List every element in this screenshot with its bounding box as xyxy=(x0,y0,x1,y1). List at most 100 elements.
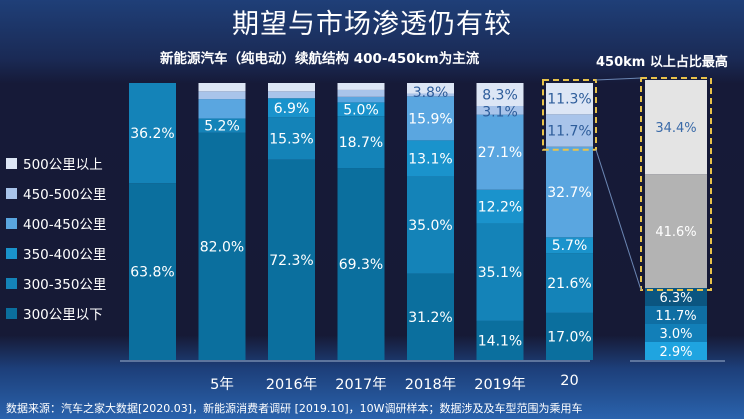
highlight-bar-segment xyxy=(645,306,707,324)
legend-item: 400-450公里 xyxy=(6,208,106,238)
chart-subtitle: 新能源汽车（纯电动）续航结构 400-450km为主流 xyxy=(160,51,480,67)
data-label: 31.2% xyxy=(408,310,452,326)
data-label: 11.3% xyxy=(547,92,591,108)
bar-segment xyxy=(407,96,454,141)
highlight-subtitle: 450km 以上占比最高 xyxy=(596,55,728,70)
highlight-bar-segment xyxy=(645,80,707,175)
x-tick-label: 2017年 xyxy=(335,377,387,393)
legend-swatch xyxy=(6,217,17,229)
bar-segment xyxy=(268,117,315,160)
legend-label: 500公里以上 xyxy=(23,157,103,173)
data-label: 69.3% xyxy=(339,257,383,273)
data-label: 14.1% xyxy=(478,333,522,349)
bar-segment xyxy=(476,83,524,107)
x-tick-label: 5年 xyxy=(210,377,234,393)
bar-segment xyxy=(546,146,593,238)
data-label: 36.2% xyxy=(130,126,174,142)
bar-segment xyxy=(337,168,385,360)
page-title: 期望与市场渗透仍有较 xyxy=(232,9,512,40)
highlight-data-label: 11.7% xyxy=(655,309,696,324)
legend-swatch xyxy=(6,307,17,319)
legend-label: 450-500公里 xyxy=(23,187,107,203)
bar-segment xyxy=(198,91,246,100)
highlight-bar-segment xyxy=(645,342,707,360)
highlight-data-label: 6.3% xyxy=(659,291,692,306)
data-label: 11.7% xyxy=(547,124,591,140)
bar-segment xyxy=(546,237,593,254)
bar-segment xyxy=(198,83,246,92)
bar-segment xyxy=(337,116,385,169)
bar-segment xyxy=(129,83,176,184)
x-tick-label: 2016年 xyxy=(265,377,318,393)
connector-line xyxy=(595,149,642,291)
legend-item: 450-500公里 xyxy=(6,178,106,208)
bar-segment xyxy=(546,312,593,360)
data-label: 13.1% xyxy=(408,151,452,167)
bar-segment xyxy=(198,99,246,119)
data-label: 5.7% xyxy=(552,238,588,254)
bar-segment xyxy=(546,114,593,147)
data-label: 15.9% xyxy=(408,111,452,127)
legend-label: 300-350公里 xyxy=(23,277,107,293)
data-label: 18.7% xyxy=(339,135,383,151)
x-tick-label: 2019年 xyxy=(474,377,526,393)
data-label: 8.3% xyxy=(482,88,518,104)
highlight-data-label: 3.0% xyxy=(659,327,692,342)
highlight-box-right xyxy=(640,77,712,291)
chart-legend: 500公里以上 450-500公里 400-450公里 350-400公里 300-35… xyxy=(6,148,106,328)
legend-swatch xyxy=(6,157,17,169)
legend-item: 500公里以上 xyxy=(6,148,106,178)
highlight-box xyxy=(542,79,597,151)
highlight-bar-segment xyxy=(645,324,707,342)
bar-segment xyxy=(337,96,385,103)
bar-segment xyxy=(476,114,524,190)
data-label: 27.1% xyxy=(478,145,522,161)
highlight-data-label: 2.9% xyxy=(659,345,692,360)
bar-segment xyxy=(337,83,385,90)
data-label: 63.8% xyxy=(130,265,174,281)
bar-segment xyxy=(268,83,315,92)
data-label: 17.0% xyxy=(547,329,591,345)
bar-segment xyxy=(268,91,315,99)
bar-segment xyxy=(546,83,593,115)
bar-segment xyxy=(546,253,593,313)
bar-segment xyxy=(407,273,454,360)
data-label: 3.1% xyxy=(482,105,518,121)
bar-segment xyxy=(337,89,385,97)
bar-segment xyxy=(476,223,524,321)
data-label: 82.0% xyxy=(200,239,244,255)
legend-label: 350-400公里 xyxy=(23,247,107,263)
bar-segment xyxy=(476,320,524,360)
data-label: 5.2% xyxy=(204,119,240,135)
legend-label: 400-450公里 xyxy=(23,217,107,233)
data-label: 21.6% xyxy=(547,276,591,292)
legend-item: 300公里以下 xyxy=(6,298,106,328)
data-label: 72.3% xyxy=(269,253,313,269)
bar-segment xyxy=(129,183,176,360)
highlight-data-label: 34.4% xyxy=(655,121,696,136)
bar-segment xyxy=(476,189,524,224)
data-label: 5.0% xyxy=(343,102,379,118)
bar-segment xyxy=(198,118,246,133)
legend-item: 300-350公里 xyxy=(6,268,106,298)
legend-swatch xyxy=(6,187,17,199)
data-label: 15.3% xyxy=(269,132,313,148)
data-label: 6.9% xyxy=(274,101,310,117)
bar-segment xyxy=(407,176,454,274)
legend-swatch xyxy=(6,247,17,259)
bar-segment xyxy=(337,102,385,117)
source-footnote: 数据来源：汽车之家大数据[2020.03]，新能源消费者调研 [2019.10]… xyxy=(6,402,583,415)
legend-label: 300公里以下 xyxy=(23,307,103,323)
bar-segment xyxy=(198,132,246,360)
highlight-data-label: 41.6% xyxy=(655,225,696,240)
bar-segment xyxy=(268,98,315,118)
x-tick-label: 2018年 xyxy=(404,377,457,393)
bar-segment xyxy=(268,159,315,360)
bar-segment xyxy=(407,83,454,94)
connector-line xyxy=(595,77,642,81)
legend-item: 350-400公里 xyxy=(6,238,106,268)
bar-segment xyxy=(407,140,454,177)
data-label: 32.7% xyxy=(547,185,591,201)
x-tick-label: 20 xyxy=(560,373,579,389)
